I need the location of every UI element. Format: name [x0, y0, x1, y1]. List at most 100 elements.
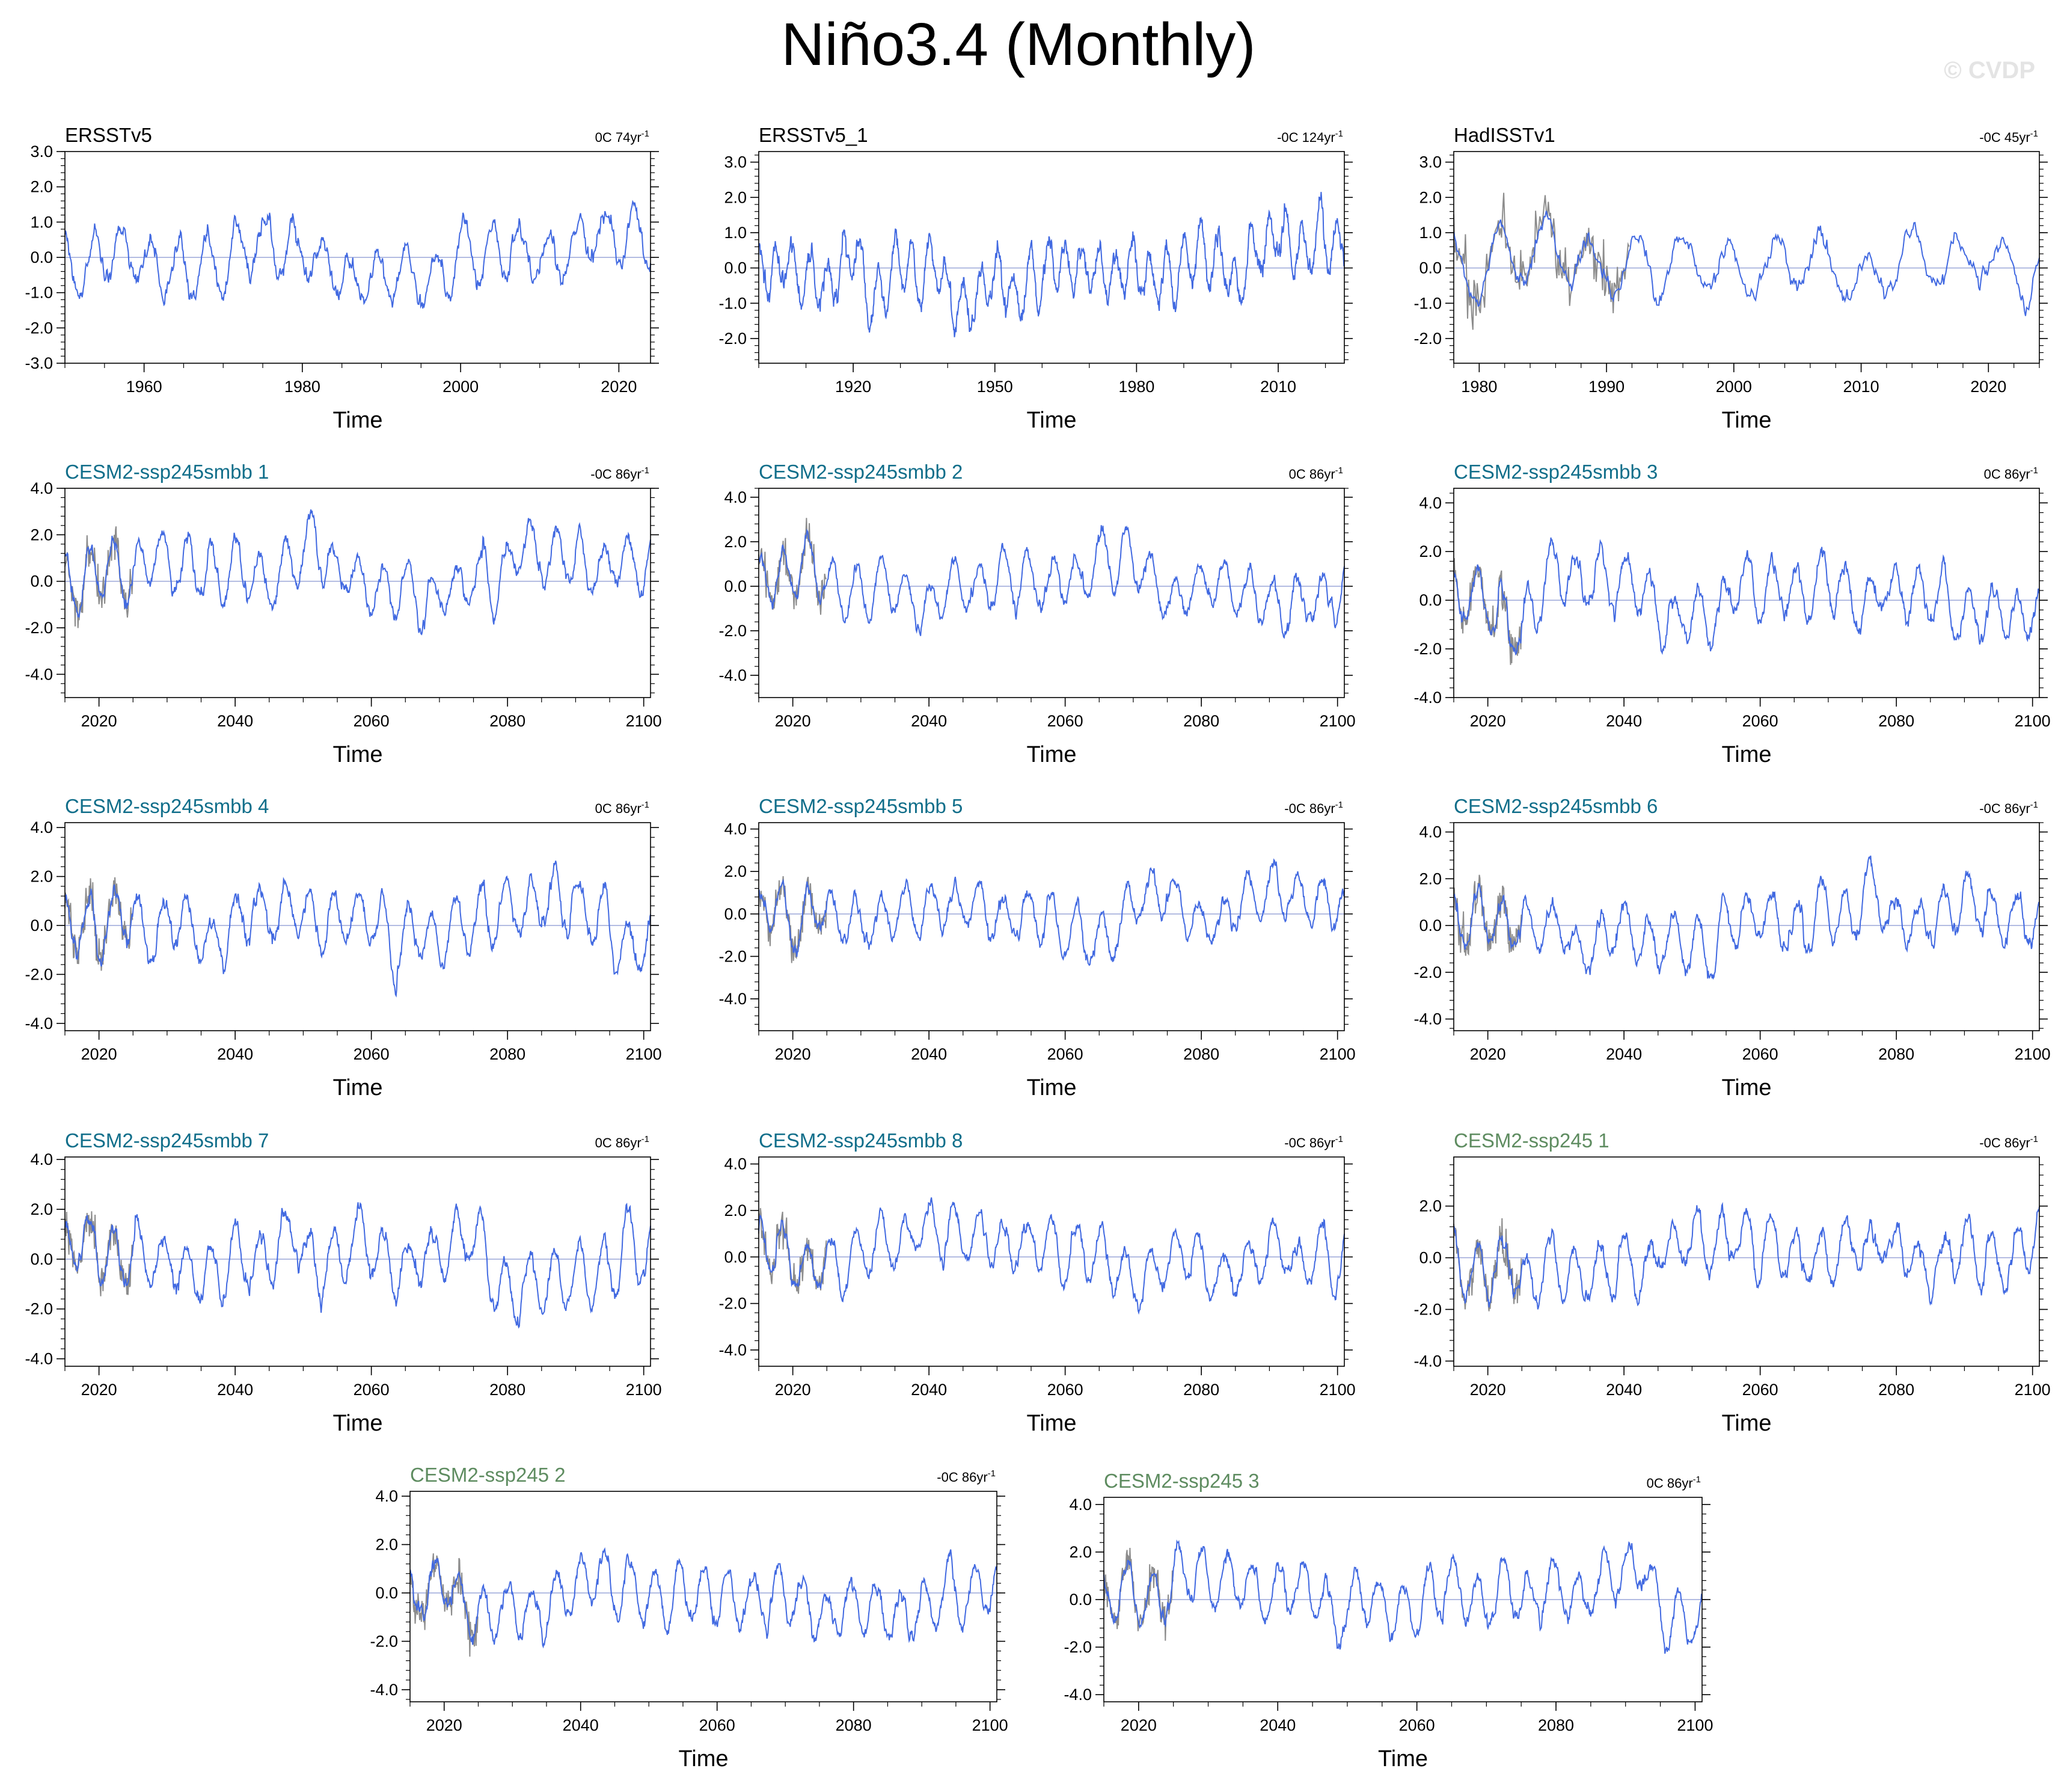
observed-series-line — [64, 1211, 133, 1296]
y-tick-label: -1.0 — [718, 294, 747, 312]
x-tick-label: 2100 — [1320, 712, 1356, 730]
panel-title: CESM2-ssp245smbb 4 — [65, 795, 269, 817]
x-axis-label: Time — [1721, 1075, 1771, 1100]
x-tick-label: 2020 — [601, 378, 637, 396]
plot-frame — [409, 1491, 997, 1702]
x-tick-label: 2040 — [1260, 1716, 1296, 1734]
plot-frame — [64, 822, 651, 1031]
y-tick-label: -2.0 — [1413, 963, 1442, 981]
x-tick-label: 2100 — [626, 1381, 662, 1399]
y-tick-label: 4.0 — [30, 479, 53, 497]
x-tick-label: 2020 — [1470, 712, 1506, 730]
y-tick-label: -1.0 — [25, 284, 53, 302]
y-tick-label: 4.0 — [724, 1155, 747, 1173]
series-line — [64, 1201, 651, 1329]
x-tick-label: 2100 — [972, 1716, 1008, 1734]
x-axis-label: Time — [1026, 1411, 1076, 1436]
panel-title: ERSSTv5 — [65, 124, 152, 146]
x-tick-label: 2100 — [1677, 1716, 1713, 1734]
panel-title: CESM2-ssp245 2 — [410, 1464, 566, 1486]
x-tick-label: 2060 — [1047, 1381, 1083, 1399]
plot-frame — [1453, 822, 2040, 1031]
x-tick-label: 2080 — [489, 1045, 525, 1063]
y-tick-label: 2.0 — [724, 1201, 747, 1220]
series-line — [64, 861, 651, 998]
panel: CESM2-ssp245smbb 5 -0C 86yr-1 -4.0 -2.0 0.0 2… — [718, 795, 1355, 1100]
x-tick-label: 2020 — [426, 1716, 462, 1734]
observed-series-line — [64, 526, 133, 628]
x-tick-label: 1980 — [1118, 378, 1154, 396]
y-tick-label: -4.0 — [1413, 689, 1442, 707]
x-tick-label: 2080 — [1538, 1716, 1574, 1734]
observed-series-line — [1103, 1547, 1174, 1641]
x-tick-label: 2040 — [217, 712, 253, 730]
observed-series-line — [409, 1553, 479, 1657]
y-tick-label: -4.0 — [718, 1341, 747, 1359]
panel: HadISSTv1 -0C 45yr-1 -2.0 -1.0 0.0 1.0 2.0 3.0 1… — [1413, 124, 2048, 433]
x-axis-label: Time — [1721, 1411, 1771, 1436]
x-tick-label: 2080 — [1878, 1045, 1914, 1063]
y-tick-label: 3.0 — [1419, 153, 1442, 171]
x-tick-label: 2020 — [1121, 1716, 1157, 1734]
y-tick-label: -2.0 — [718, 1295, 747, 1313]
y-tick-label: 0.0 — [724, 1248, 747, 1266]
y-tick-label: 0.0 — [1419, 259, 1442, 277]
x-tick-label: 2040 — [1606, 1045, 1642, 1063]
x-tick-label: 2060 — [1742, 1381, 1778, 1399]
panel: CESM2-ssp245 3 0C 86yr-1 -4.0 -2.0 0.0 2.0 4.0… — [1064, 1470, 1713, 1772]
panel-title: ERSSTv5_1 — [759, 124, 868, 146]
x-axis-label: Time — [1026, 1075, 1076, 1100]
trend-label: -0C 86yr-1 — [937, 1468, 996, 1485]
trend-label: -0C 86yr-1 — [1979, 1134, 2038, 1150]
x-tick-label: 2100 — [626, 712, 662, 730]
trend-label: -0C 86yr-1 — [1284, 800, 1343, 816]
panel: CESM2-ssp245smbb 1 -0C 86yr-1 -4.0 -2.0 0.0 2… — [25, 461, 661, 767]
y-tick-label: -2.0 — [1064, 1638, 1092, 1656]
y-tick-label: -4.0 — [25, 665, 53, 683]
y-tick-label: -2.0 — [1413, 330, 1442, 348]
trend-label: 0C 86yr-1 — [1647, 1474, 1701, 1491]
x-tick-label: 2040 — [217, 1045, 253, 1063]
x-tick-label: 2100 — [2015, 1381, 2051, 1399]
trend-label: 0C 74yr-1 — [595, 129, 649, 145]
x-tick-label: 2060 — [1742, 712, 1778, 730]
y-tick-label: -1.0 — [1413, 294, 1442, 312]
panel: ERSSTv5 0C 74yr-1 -3.0 -2.0 -1.0 0.0 1.0 2.0 3.0… — [25, 124, 659, 433]
x-axis-label: Time — [1721, 408, 1771, 433]
x-tick-label: 1990 — [1588, 378, 1625, 396]
x-tick-label: 2020 — [775, 712, 811, 730]
series-line — [1103, 1539, 1703, 1654]
y-tick-label: 2.0 — [375, 1536, 398, 1554]
x-tick-label: 2020 — [775, 1045, 811, 1063]
x-tick-label: 2060 — [1399, 1716, 1435, 1734]
x-tick-label: 2020 — [775, 1381, 811, 1399]
y-tick-label: -4.0 — [370, 1681, 398, 1699]
series-line — [1453, 1201, 2040, 1310]
x-tick-label: 2040 — [217, 1381, 253, 1399]
x-tick-label: 2010 — [1843, 378, 1879, 396]
series-line — [1453, 855, 2040, 980]
trend-label: -0C 86yr-1 — [590, 465, 649, 482]
cvdp-watermark: © CVDP — [1944, 57, 2035, 84]
x-tick-label: 2020 — [81, 1381, 117, 1399]
panel-title: CESM2-ssp245smbb 8 — [759, 1129, 963, 1152]
x-axis-label: Time — [1026, 408, 1076, 433]
plot-frame — [1453, 1156, 2040, 1367]
y-tick-label: -4.0 — [718, 666, 747, 684]
y-tick-label: 3.0 — [724, 153, 747, 171]
x-tick-label: 2060 — [1742, 1045, 1778, 1063]
x-tick-label: 2100 — [2015, 1045, 2051, 1063]
x-tick-label: 2080 — [836, 1716, 872, 1734]
y-tick-label: 2.0 — [30, 178, 53, 196]
panel: CESM2-ssp245smbb 8 -0C 86yr-1 -4.0 -2.0 0.0 2… — [718, 1129, 1355, 1436]
x-axis-label: Time — [678, 1746, 728, 1772]
y-tick-label: 2.0 — [30, 868, 53, 886]
panel-title: CESM2-ssp245smbb 3 — [1454, 461, 1658, 483]
y-tick-label: -2.0 — [25, 319, 53, 337]
x-tick-label: 2080 — [1878, 1381, 1914, 1399]
panel: ERSSTv5_1 -0C 124yr-1 -2.0 -1.0 0.0 1.0 2.0 3.0… — [718, 124, 1353, 433]
y-tick-label: -4.0 — [25, 1350, 53, 1368]
x-axis-label: Time — [332, 1411, 382, 1436]
y-tick-label: 0.0 — [30, 248, 53, 266]
